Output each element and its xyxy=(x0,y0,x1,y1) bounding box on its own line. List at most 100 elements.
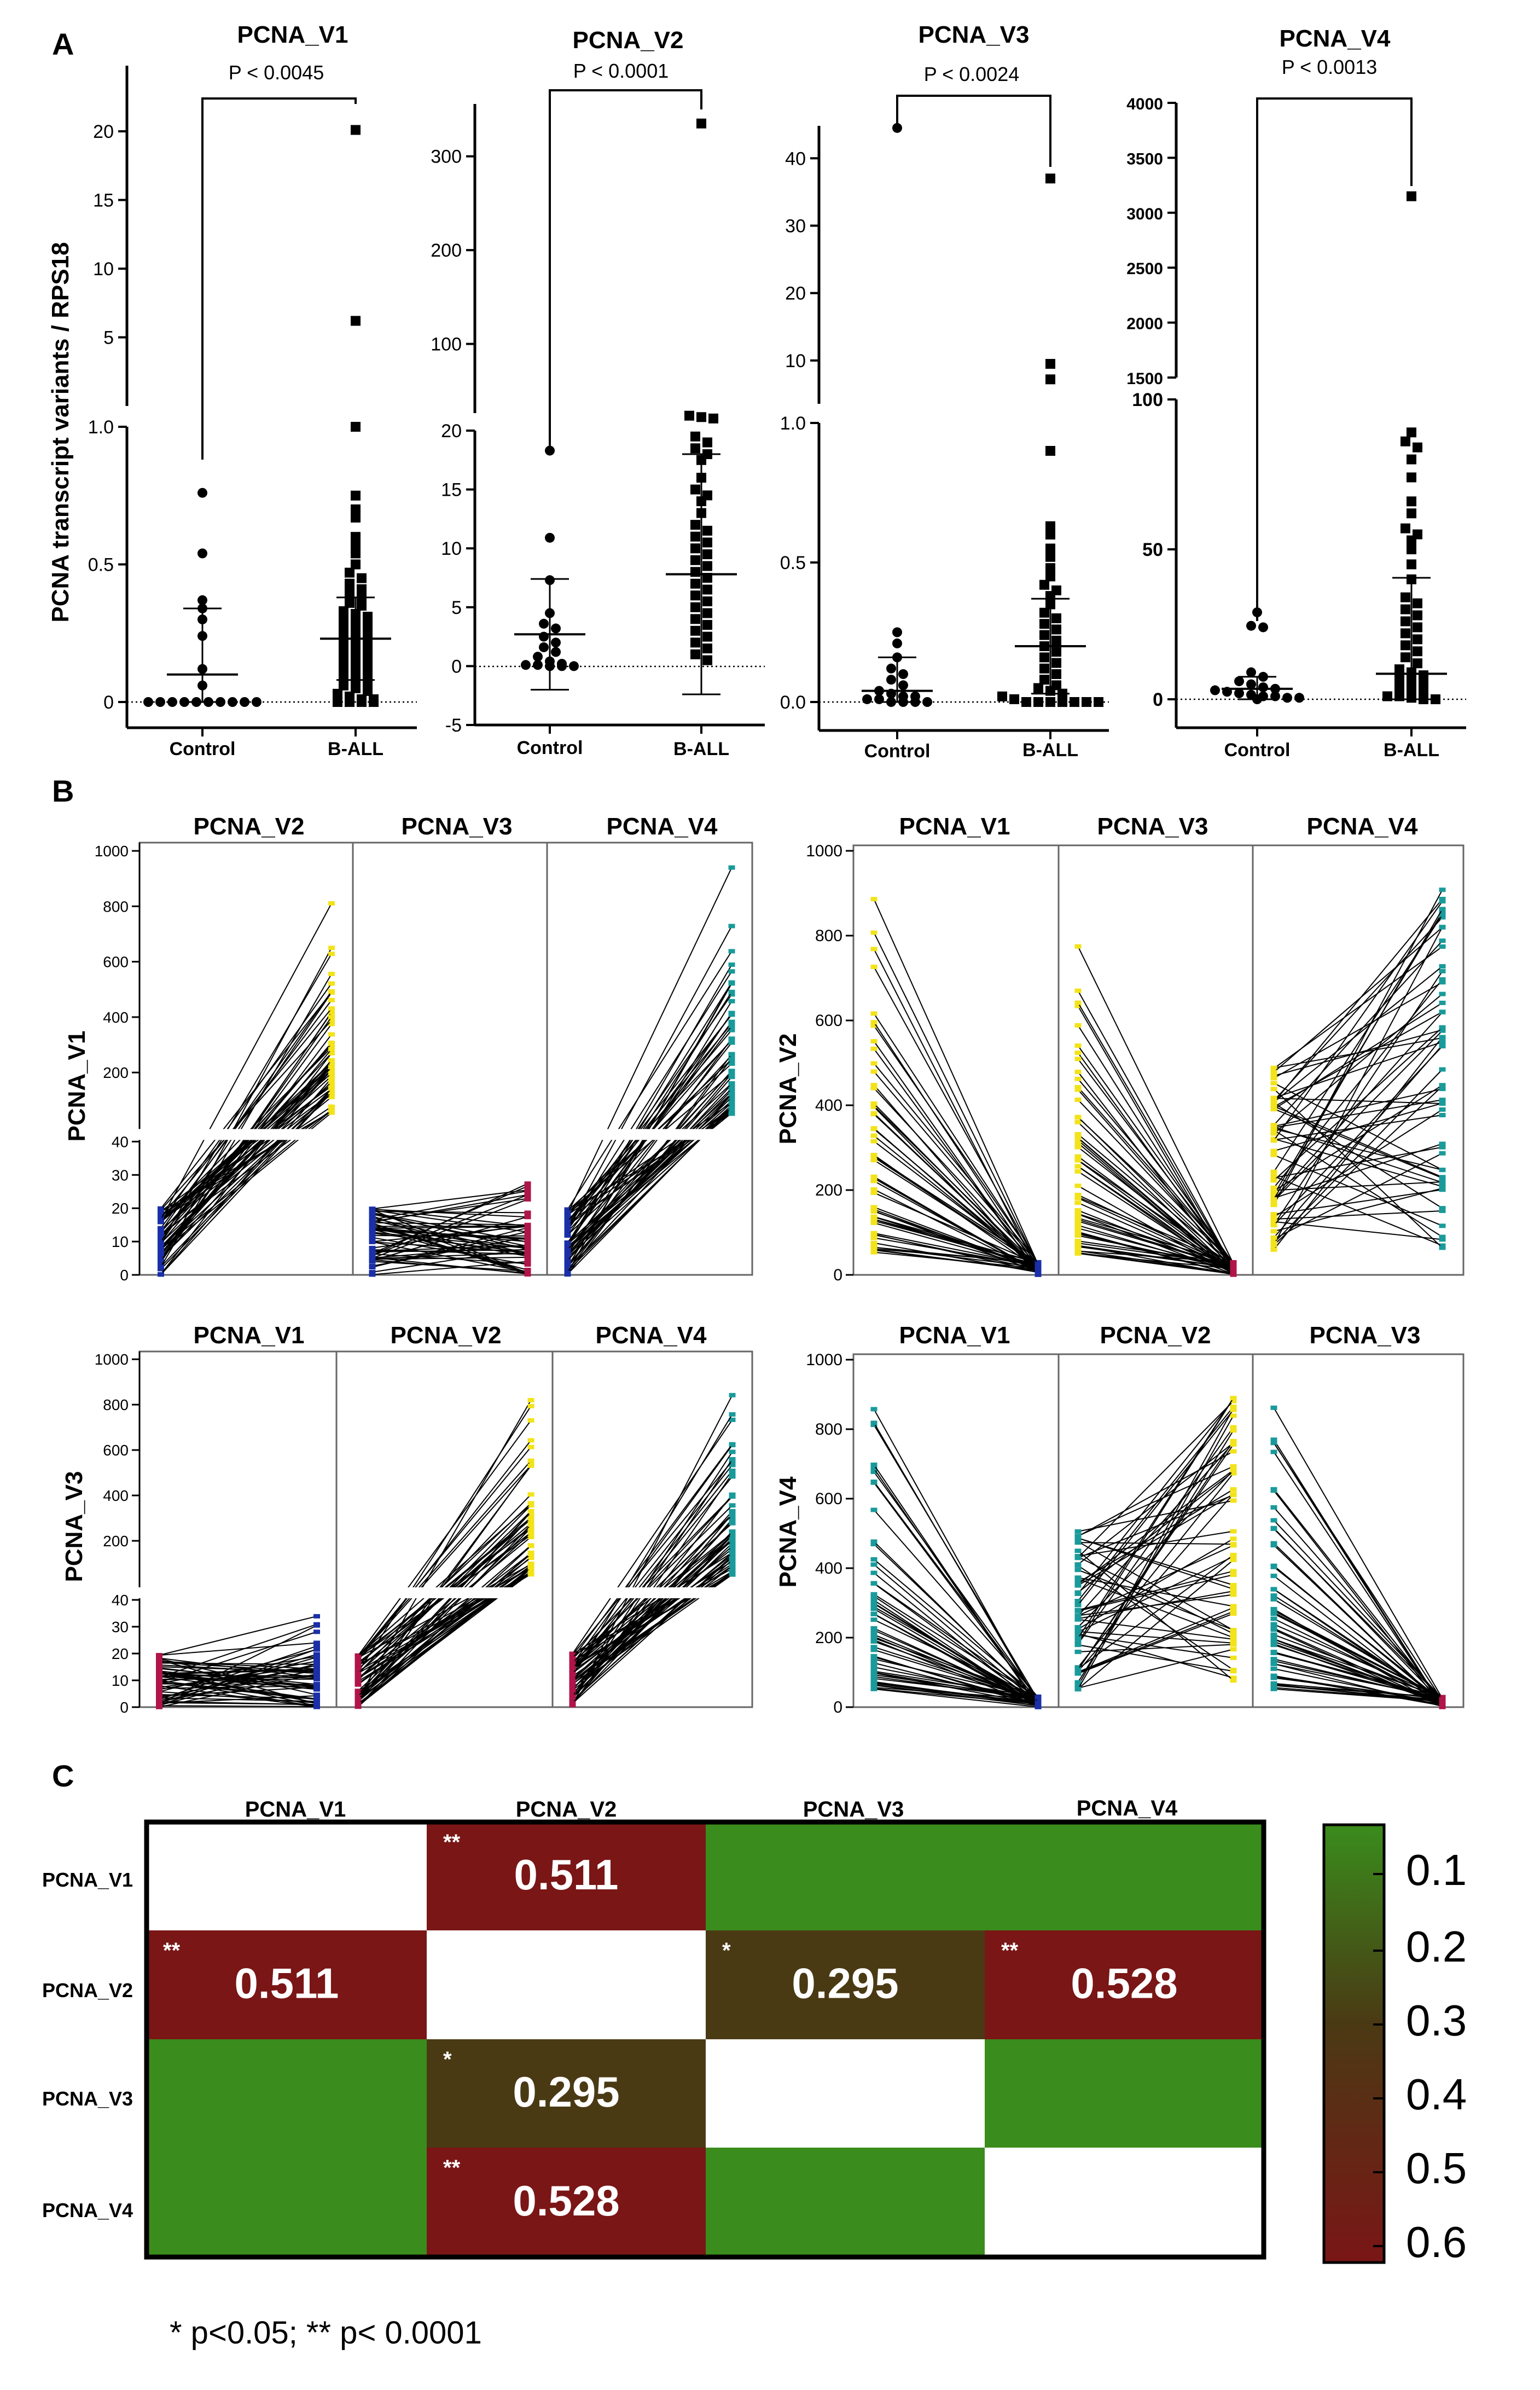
heatmap-value: 0.295 xyxy=(513,2068,619,2116)
paired-line xyxy=(873,966,1039,1266)
point-marker xyxy=(158,1209,164,1214)
point-marker xyxy=(158,1249,164,1254)
point-marker xyxy=(1439,944,1446,949)
paired-line xyxy=(357,1465,532,1698)
point-marker xyxy=(1439,1087,1446,1092)
point-marker xyxy=(328,1058,335,1063)
data-point-ball xyxy=(363,628,373,639)
data-point-ball xyxy=(690,649,700,659)
point-marker xyxy=(728,1023,735,1028)
paired-line xyxy=(572,1496,733,1668)
point-marker xyxy=(1439,1000,1446,1005)
y-tick-label: 0 xyxy=(103,692,114,713)
point-marker xyxy=(156,1677,162,1682)
point-marker xyxy=(524,1255,531,1260)
point-marker xyxy=(1074,1057,1082,1061)
point-marker xyxy=(1439,1025,1446,1030)
paired-line xyxy=(1274,1088,1443,1127)
point-marker xyxy=(1439,897,1446,902)
point-marker xyxy=(870,1562,877,1567)
point-marker xyxy=(369,1235,376,1240)
point-marker xyxy=(328,1076,335,1081)
paired-line xyxy=(1273,1442,1443,1708)
column-title: PCNA_V3 xyxy=(402,813,513,840)
data-point-ball xyxy=(333,688,342,699)
point-marker xyxy=(870,1507,877,1512)
paired-lines xyxy=(870,897,1042,1277)
y-tick-label: 20 xyxy=(785,283,806,304)
data-point-ball xyxy=(1051,658,1061,668)
paired-line xyxy=(1077,1071,1234,1273)
point-marker xyxy=(870,1570,877,1575)
data-point-ball xyxy=(702,608,712,618)
y-tick-label: 20 xyxy=(112,1200,129,1217)
point-marker xyxy=(870,1205,877,1210)
point-marker xyxy=(313,1659,320,1664)
point-marker xyxy=(1035,1269,1042,1274)
paired-line xyxy=(1078,1607,1234,1673)
point-marker xyxy=(1439,1234,1446,1239)
column-title: PCNA_V4 xyxy=(607,813,718,840)
point-marker xyxy=(369,1272,376,1277)
paired-line xyxy=(372,1222,528,1226)
chart-marks: 20151051.00.5030020010020151050-54030201… xyxy=(88,66,1467,2266)
point-marker xyxy=(728,1081,735,1086)
paired-line xyxy=(1274,1154,1443,1227)
point-marker xyxy=(1230,1449,1237,1454)
data-point-ball xyxy=(1045,697,1055,707)
point-marker xyxy=(1074,1251,1082,1256)
line-plot-v4: PCNA_V4 PCNA_V1 PCNA_V2 PCNA_V3 xyxy=(775,1322,1420,1587)
point-marker xyxy=(1230,1631,1237,1636)
paired-line xyxy=(1078,1494,1234,1559)
heatmap-labels: PCNA_V1 PCNA_V2 PCNA_V3 PCNA_V4 PCNA_V1 … xyxy=(42,1796,1178,2221)
paired-line xyxy=(1273,1528,1443,1700)
data-point-ball xyxy=(1094,697,1103,707)
paired-line xyxy=(1077,1052,1234,1268)
point-marker xyxy=(1074,1158,1082,1163)
paired-line xyxy=(1273,1129,1443,1238)
y-tick-label: 2000 xyxy=(1126,315,1163,333)
heatmap-row-label: PCNA_V4 xyxy=(42,2199,133,2221)
point-marker xyxy=(729,1417,736,1422)
paired-line xyxy=(567,1054,733,1232)
point-marker xyxy=(1270,1169,1277,1174)
data-point-ball xyxy=(690,625,700,636)
point-marker xyxy=(1074,1145,1082,1150)
paired-line xyxy=(1273,1088,1443,1249)
data-point-ball xyxy=(345,598,355,608)
plot-title: PCNA_V4 xyxy=(1280,25,1391,52)
paired-line xyxy=(372,1209,528,1274)
paired-lines xyxy=(158,901,335,1277)
paired-line xyxy=(1274,1126,1443,1184)
point-marker xyxy=(1074,1051,1082,1055)
heatmap-col-label: PCNA_V1 xyxy=(245,1797,346,1821)
point-marker xyxy=(870,1020,877,1025)
point-marker xyxy=(569,1661,576,1666)
point-marker xyxy=(870,1466,877,1471)
paired-line xyxy=(567,1054,733,1275)
point-marker xyxy=(158,1240,164,1245)
point-marker xyxy=(328,981,335,986)
point-marker xyxy=(729,1469,736,1474)
data-point-ball xyxy=(1400,436,1410,446)
paired-line xyxy=(159,1631,317,1683)
paired-line xyxy=(874,1688,1038,1705)
point-marker xyxy=(527,1398,534,1403)
point-marker xyxy=(729,1557,736,1562)
point-marker xyxy=(355,1667,362,1672)
point-marker xyxy=(158,1235,164,1240)
data-point-control xyxy=(922,697,932,707)
paired-line xyxy=(160,1020,332,1211)
point-marker xyxy=(1230,1640,1237,1645)
paired-line xyxy=(567,1013,733,1236)
paired-lines xyxy=(1074,944,1237,1277)
heatmap-row-label: PCNA_V2 xyxy=(42,1979,133,2002)
point-marker xyxy=(870,1111,877,1116)
data-point-ball xyxy=(357,584,367,594)
y-tick-label: 200 xyxy=(103,1533,129,1550)
paired-line xyxy=(160,1048,332,1254)
point-marker xyxy=(1439,1180,1446,1185)
heatmap-cell xyxy=(427,2148,706,2257)
point-marker xyxy=(1074,1680,1082,1685)
data-point-ball xyxy=(1051,647,1061,657)
